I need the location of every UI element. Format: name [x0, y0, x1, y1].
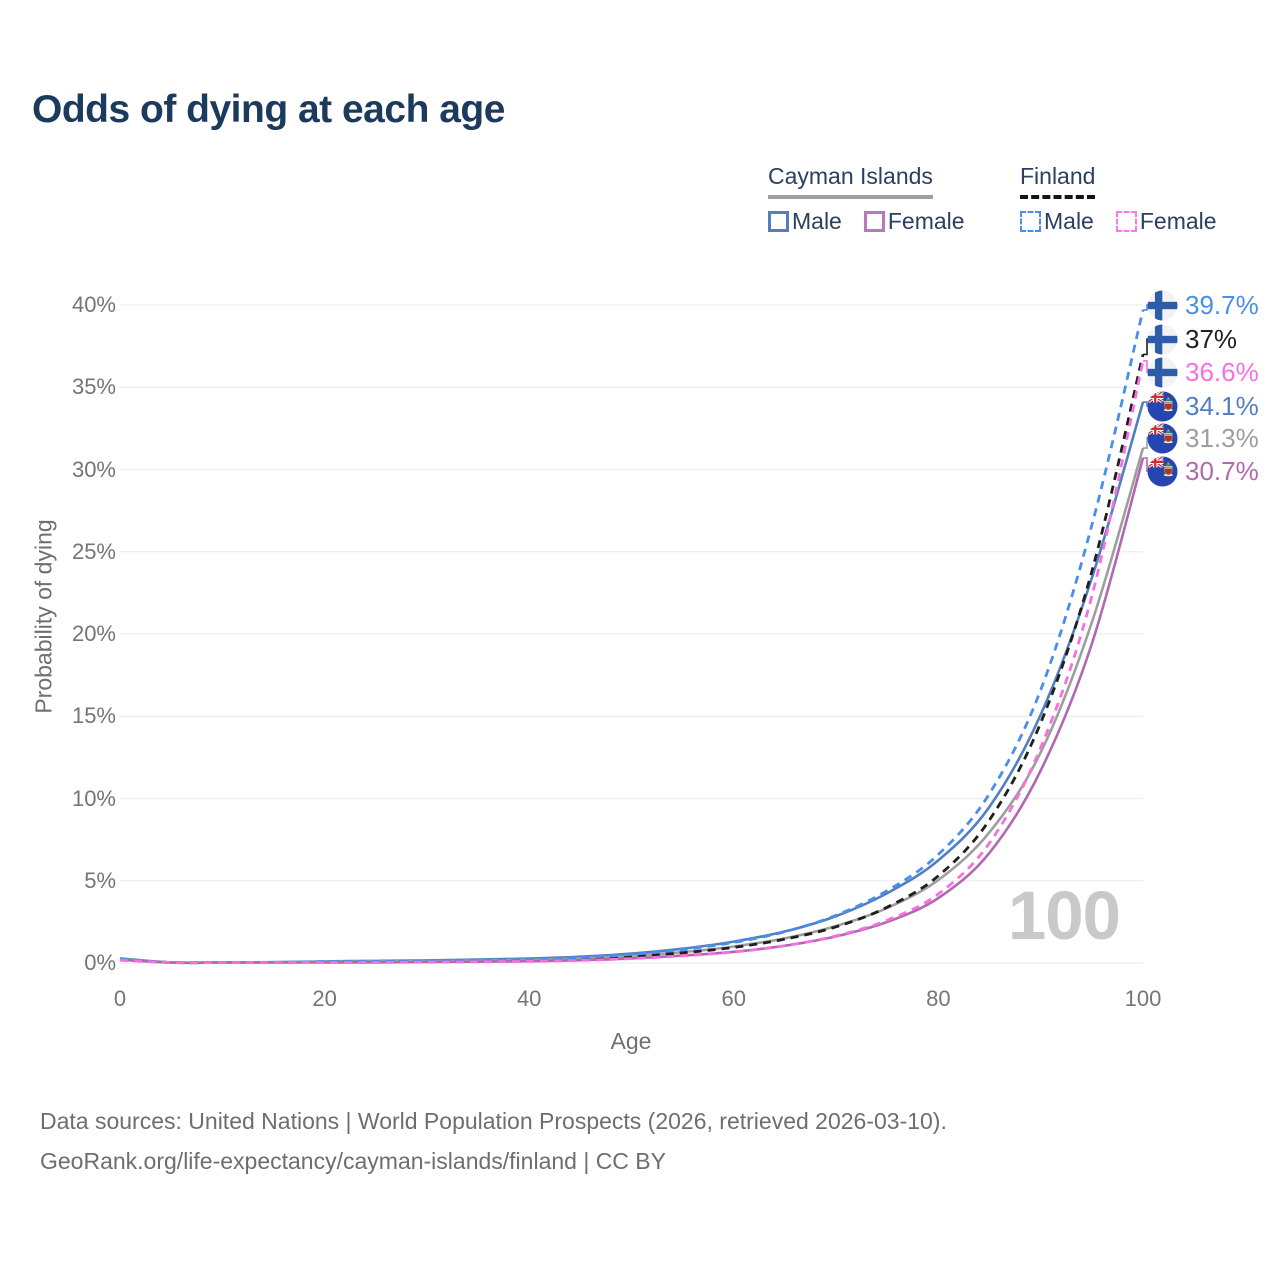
- legend-group-cayman-islands: Cayman Islands Male Female: [768, 163, 965, 235]
- end-label-cayman-islands-female: 30.7%: [1147, 454, 1259, 488]
- end-label-cayman-islands-both-sexes: 31.3%: [1147, 421, 1259, 455]
- y-tick-label: 0%: [84, 950, 116, 975]
- legend-item-finland-female[interactable]: Female: [1115, 208, 1217, 235]
- end-value-label: 39.7%: [1185, 289, 1259, 320]
- legend-group-title-finland: Finland: [1020, 163, 1096, 199]
- cayman-islands-flag-icon: [1147, 390, 1178, 422]
- end-label-finland-male: 39.7%: [1147, 288, 1259, 322]
- legend-item-label: Male: [792, 208, 842, 234]
- page-title: Odds of dying at each age: [32, 88, 505, 131]
- legend-group-title-cayman-islands: Cayman Islands: [768, 163, 933, 199]
- y-tick-label: 40%: [71, 292, 116, 317]
- series-line-finland-male: [119, 309, 1145, 965]
- end-value-label: 34.1%: [1185, 390, 1259, 421]
- x-tick-label: 100: [1124, 986, 1162, 1011]
- legend-group-finland: Finland Male Female: [1020, 163, 1217, 235]
- x-axis-title: Age: [610, 1028, 652, 1054]
- x-tick-label: 60: [721, 986, 747, 1011]
- cayman-male-line-swatch-icon: [768, 211, 789, 232]
- data-sources-text: Data sources: United Nations | World Pop…: [40, 1108, 947, 1134]
- end-label-cayman-islands-male: 34.1%: [1147, 389, 1259, 423]
- x-tick-label: 0: [113, 986, 127, 1011]
- finland-male-line-swatch-icon: [1020, 211, 1041, 232]
- legend-items-finland: Male Female: [1020, 208, 1217, 235]
- legend-items-cayman-islands: Male Female: [768, 208, 965, 235]
- legend-item-label: Female: [1139, 208, 1217, 234]
- cayman-female-line-swatch-icon: [863, 211, 885, 232]
- x-tick-label: 20: [312, 986, 337, 1011]
- end-value-label: 36.6%: [1185, 356, 1259, 387]
- series-line-finland-both-sexes: [119, 354, 1145, 965]
- age-watermark: 100: [1007, 877, 1121, 954]
- legend-item-cayman-male[interactable]: Male: [768, 208, 842, 235]
- legend-item-label: Male: [1044, 208, 1094, 234]
- end-label-finland-female: 36.6%: [1147, 355, 1259, 389]
- end-value-label: 30.7%: [1185, 455, 1259, 486]
- y-tick-label: 10%: [71, 785, 116, 811]
- legend-item-cayman-female[interactable]: Female: [863, 208, 965, 235]
- y-tick-label: 35%: [71, 374, 116, 400]
- y-tick-label: 15%: [71, 703, 116, 729]
- end-value-label: 37%: [1185, 323, 1238, 354]
- y-tick-label: 30%: [71, 456, 116, 482]
- cayman-islands-flag-icon: [1147, 455, 1178, 487]
- finland-flag-icon: [1147, 323, 1178, 355]
- attribution-text: GeoRank.org/life-expectancy/cayman-islan…: [40, 1148, 666, 1174]
- x-tick-label: 80: [926, 986, 951, 1011]
- end-label-finland-both-sexes: 37%: [1147, 322, 1237, 356]
- finland-female-line-swatch-icon: [1115, 211, 1137, 232]
- y-tick-label: 20%: [71, 621, 116, 646]
- y-tick-label: 25%: [71, 538, 116, 564]
- finland-flag-icon: [1147, 289, 1178, 321]
- legend-item-finland-male[interactable]: Male: [1020, 208, 1094, 235]
- y-tick-label: 5%: [84, 867, 116, 893]
- series-line-finland-female: [119, 360, 1145, 965]
- end-value-label: 31.3%: [1185, 422, 1259, 453]
- x-tick-label: 40: [516, 986, 542, 1011]
- legend-item-label: Female: [887, 208, 965, 234]
- cayman-islands-flag-icon: [1147, 422, 1178, 454]
- finland-flag-icon: [1147, 356, 1178, 388]
